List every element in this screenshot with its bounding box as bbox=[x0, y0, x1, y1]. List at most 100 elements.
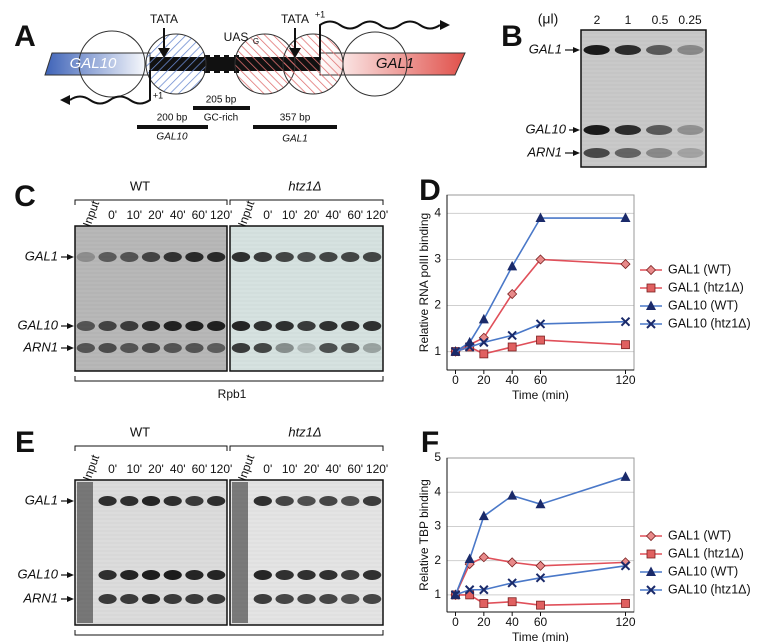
gel-band bbox=[362, 321, 382, 331]
gel-band bbox=[319, 343, 338, 353]
lane-label: Input bbox=[235, 198, 258, 228]
gel-band bbox=[231, 321, 251, 331]
gel-band bbox=[341, 321, 360, 331]
panel-letter: A bbox=[14, 20, 36, 53]
label: GAL1 bbox=[376, 55, 414, 72]
x-tick-label: 40 bbox=[505, 615, 519, 629]
gel-band bbox=[253, 252, 272, 262]
gel-band bbox=[207, 496, 226, 506]
marker bbox=[450, 346, 461, 357]
lane-label: 0' bbox=[263, 462, 272, 476]
lane-label: 0' bbox=[108, 208, 117, 222]
marker bbox=[507, 557, 518, 568]
y-tick-label: 1 bbox=[434, 344, 441, 358]
label: TATA bbox=[281, 12, 309, 26]
legend-marker bbox=[646, 549, 656, 559]
marker bbox=[507, 490, 518, 500]
gel-band bbox=[185, 252, 204, 262]
label: +1 bbox=[153, 90, 163, 100]
gel-band bbox=[141, 570, 161, 580]
lane-label: 40' bbox=[170, 208, 186, 222]
lane-label: 40' bbox=[170, 462, 186, 476]
label: GAL10 bbox=[70, 55, 117, 72]
legend-marker bbox=[646, 283, 656, 293]
gel-band bbox=[275, 321, 294, 331]
bracket bbox=[74, 445, 228, 451]
panel-letter: E bbox=[15, 426, 35, 459]
gel-band bbox=[231, 343, 251, 353]
gel-band bbox=[275, 252, 294, 262]
lane-label: Input bbox=[80, 198, 103, 228]
marker bbox=[535, 573, 546, 583]
marker bbox=[535, 560, 546, 571]
gel-band bbox=[120, 343, 139, 353]
label: 0.5 bbox=[652, 13, 669, 27]
gel-band bbox=[341, 570, 360, 580]
legend-marker bbox=[645, 264, 657, 276]
legend-label: GAL1 (WT) bbox=[668, 528, 731, 542]
gel-band bbox=[98, 594, 117, 604]
marker bbox=[464, 342, 475, 352]
x-tick-label: 0 bbox=[452, 615, 459, 629]
gel-band bbox=[163, 343, 182, 353]
y-tick-label: 2 bbox=[434, 298, 441, 312]
marker bbox=[620, 561, 631, 571]
marker bbox=[620, 212, 631, 223]
label: htz1Δ bbox=[288, 178, 321, 193]
lane-label: 0' bbox=[108, 462, 117, 476]
marker bbox=[479, 337, 489, 348]
band-arrow-head bbox=[67, 572, 74, 578]
gel-band bbox=[362, 252, 382, 262]
input-lane bbox=[232, 482, 248, 623]
series-line bbox=[454, 476, 626, 596]
lane-label: 60' bbox=[347, 208, 363, 222]
marker bbox=[478, 510, 489, 521]
gel-band bbox=[120, 321, 139, 331]
legend-label: GAL1 (htz1Δ) bbox=[668, 546, 744, 560]
gel-band bbox=[253, 343, 272, 353]
gel-band bbox=[253, 496, 272, 506]
gel-band bbox=[677, 148, 704, 158]
gel-band bbox=[614, 148, 641, 158]
gel-band bbox=[98, 252, 117, 262]
lane-label: 40' bbox=[326, 208, 342, 222]
marker bbox=[478, 313, 489, 324]
legend-label: GAL10 (WT) bbox=[668, 564, 738, 578]
label: WT bbox=[130, 178, 150, 193]
label: 200 bp bbox=[157, 113, 188, 124]
x-tick-label: 40 bbox=[505, 373, 519, 387]
x-axis-title: Time (min) bbox=[512, 388, 569, 402]
lane-label: 120' bbox=[210, 462, 232, 476]
label: WT bbox=[130, 424, 150, 439]
gel-band bbox=[341, 252, 360, 262]
marker bbox=[535, 319, 546, 329]
gel-band bbox=[207, 570, 226, 580]
legend-marker bbox=[646, 585, 656, 595]
gel-band bbox=[207, 252, 226, 262]
lane-label: 10' bbox=[282, 462, 298, 476]
band-arrow-head bbox=[573, 47, 580, 53]
series-line bbox=[455, 565, 626, 596]
lane-label: 20' bbox=[304, 462, 320, 476]
y-tick-label: 4 bbox=[434, 206, 441, 220]
marker bbox=[620, 316, 631, 327]
y-axis-title: Relative RNA polII binding bbox=[417, 213, 431, 352]
lane-label: Input bbox=[235, 452, 258, 482]
gel-band bbox=[141, 252, 161, 262]
lane-label: Input bbox=[80, 452, 103, 482]
gel-band bbox=[76, 321, 95, 331]
legend-marker bbox=[646, 319, 656, 329]
gel-band bbox=[185, 343, 204, 353]
gel-band bbox=[207, 321, 226, 331]
lane-label: 120' bbox=[366, 462, 388, 476]
lane-label: 60' bbox=[192, 462, 208, 476]
gel-band bbox=[362, 594, 382, 604]
lane-label: 20' bbox=[148, 462, 164, 476]
gel-band bbox=[141, 496, 161, 506]
label: 0.25 bbox=[678, 13, 702, 27]
y-axis-title: Relative TBP binding bbox=[417, 479, 431, 591]
lane-label: 10' bbox=[282, 208, 298, 222]
lane-label: 0' bbox=[263, 208, 272, 222]
gel-band bbox=[646, 45, 673, 55]
series-line bbox=[454, 556, 626, 596]
